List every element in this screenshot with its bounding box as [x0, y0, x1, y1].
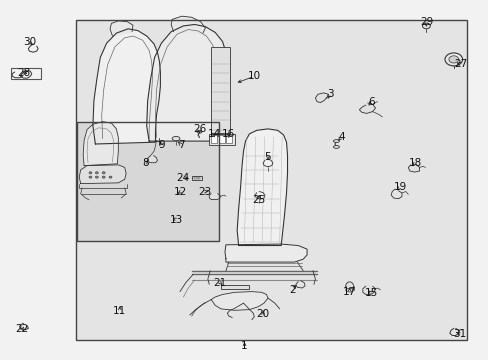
Text: 27: 27: [453, 59, 467, 69]
Polygon shape: [407, 165, 419, 172]
Text: 16: 16: [222, 129, 235, 139]
Text: 25: 25: [252, 195, 265, 205]
Bar: [211, 47, 229, 133]
Bar: [191, 176, 202, 180]
Circle shape: [422, 23, 429, 29]
Bar: [197, 177, 200, 179]
Text: 5: 5: [264, 152, 271, 162]
Text: 6: 6: [367, 96, 374, 107]
Polygon shape: [315, 93, 328, 103]
Polygon shape: [171, 16, 205, 33]
Text: 4: 4: [337, 132, 344, 142]
Text: 30: 30: [23, 37, 36, 48]
Text: 22: 22: [15, 324, 29, 334]
Polygon shape: [93, 29, 160, 144]
Polygon shape: [110, 21, 133, 36]
Circle shape: [95, 172, 98, 174]
Circle shape: [89, 176, 92, 178]
Text: 28: 28: [17, 68, 30, 78]
Polygon shape: [79, 165, 126, 184]
Bar: [209, 134, 234, 145]
Polygon shape: [362, 286, 375, 294]
Text: 17: 17: [342, 287, 356, 297]
Text: 8: 8: [142, 158, 149, 168]
Ellipse shape: [172, 136, 180, 141]
Text: 14: 14: [207, 129, 221, 139]
Bar: [11, 68, 41, 79]
Bar: [211, 135, 217, 143]
Text: 7: 7: [177, 140, 184, 150]
Text: 13: 13: [169, 215, 183, 225]
Text: 9: 9: [158, 140, 164, 150]
Text: 3: 3: [326, 89, 333, 99]
Polygon shape: [224, 244, 306, 262]
Polygon shape: [209, 194, 220, 199]
Text: 2: 2: [288, 285, 295, 295]
Text: 31: 31: [452, 329, 466, 339]
Text: 18: 18: [408, 158, 422, 168]
Circle shape: [102, 172, 105, 174]
Text: 12: 12: [174, 186, 187, 197]
Bar: [76, 20, 466, 340]
Circle shape: [95, 176, 98, 178]
Text: 11: 11: [113, 306, 126, 316]
Bar: [77, 122, 219, 241]
Circle shape: [89, 172, 92, 174]
Text: 19: 19: [392, 182, 406, 192]
Text: 21: 21: [213, 278, 226, 288]
Bar: [225, 135, 231, 143]
Polygon shape: [146, 24, 227, 141]
Circle shape: [444, 53, 462, 66]
Bar: [219, 135, 224, 143]
Circle shape: [109, 176, 112, 178]
Circle shape: [102, 176, 105, 178]
Ellipse shape: [345, 288, 353, 292]
Ellipse shape: [333, 140, 339, 143]
Text: 29: 29: [419, 17, 432, 27]
Ellipse shape: [345, 282, 353, 291]
Ellipse shape: [197, 130, 202, 133]
Polygon shape: [147, 156, 157, 163]
Bar: [193, 177, 196, 179]
Bar: [221, 285, 249, 289]
Polygon shape: [211, 292, 267, 310]
Text: 20: 20: [256, 309, 269, 319]
Text: 15: 15: [364, 288, 378, 298]
Ellipse shape: [333, 145, 339, 148]
Text: 24: 24: [176, 173, 190, 183]
Circle shape: [448, 56, 458, 63]
Polygon shape: [237, 129, 287, 246]
Text: 10: 10: [247, 71, 260, 81]
Text: 1: 1: [241, 341, 247, 351]
Polygon shape: [83, 122, 118, 166]
Bar: [77, 122, 219, 241]
Text: 23: 23: [197, 186, 211, 197]
Bar: [76, 20, 466, 340]
Text: 26: 26: [192, 124, 206, 134]
Polygon shape: [359, 103, 375, 113]
